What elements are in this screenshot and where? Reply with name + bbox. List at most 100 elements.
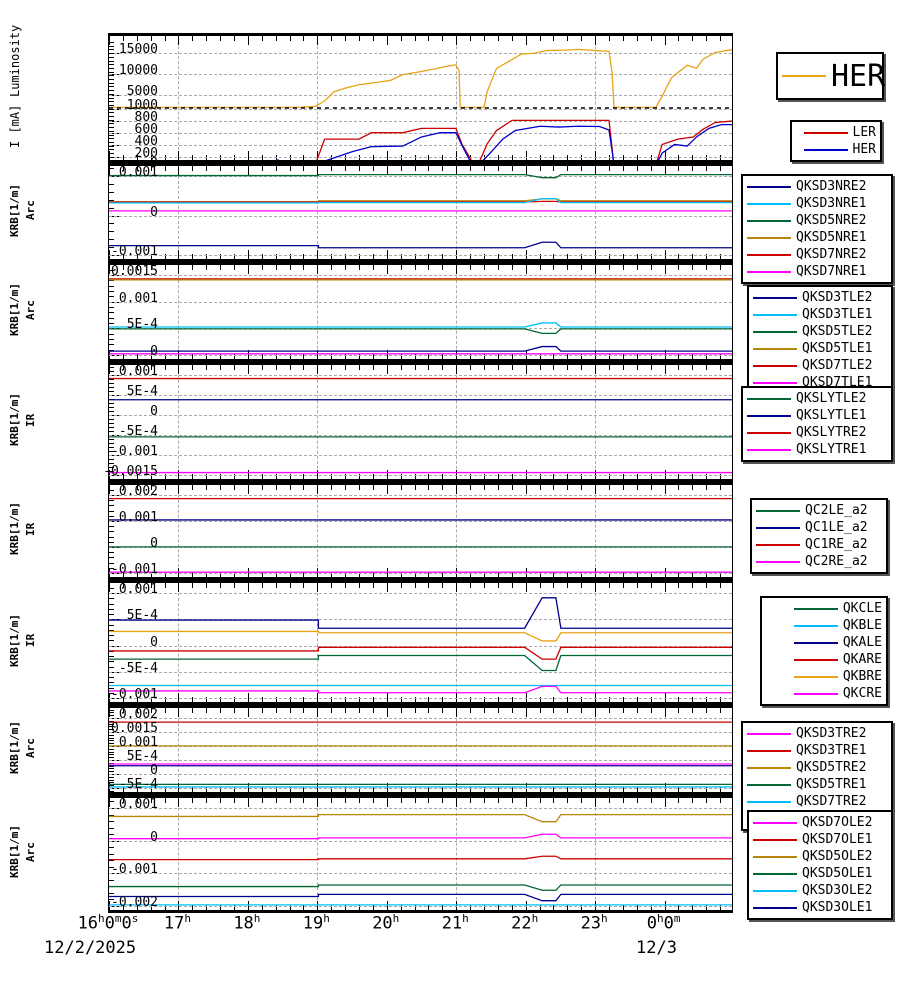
axis-tick [636, 583, 638, 588]
plot-panel-krb-ir-3[interactable] [108, 580, 733, 705]
plot-panel-krb-ir-2[interactable] [108, 482, 733, 580]
legend-entry[interactable]: LER [796, 124, 876, 141]
legend-ring-currents[interactable]: LER HER [790, 120, 882, 162]
axis-tick [303, 697, 305, 702]
axis-tick [109, 130, 114, 132]
data-trace [109, 893, 732, 902]
axis-tick [484, 474, 485, 479]
axis-tick [609, 583, 610, 588]
legend-entry[interactable]: HER [796, 141, 876, 158]
legend-label: QKSD5NRE2 [796, 213, 867, 228]
legend-entry[interactable]: QKSD5TRE2 [747, 759, 887, 776]
legend-entry[interactable]: QKSLYTLE1 [747, 407, 887, 424]
axis-tick [372, 905, 374, 910]
legend-entry[interactable]: QKSD7NRE1 [747, 263, 887, 280]
legend-entry[interactable]: QKSD5TLE2 [753, 323, 887, 340]
legend-qc-a2[interactable]: QC2LE_a2 QC1LE_a2 QC1RE_a2 QC2RE_a2 [750, 498, 888, 574]
legend-entry[interactable]: QC1RE_a2 [756, 536, 882, 553]
legend-entry[interactable]: QKSLYTRE1 [747, 441, 887, 458]
axis-tick [595, 151, 597, 160]
legend-qksly[interactable]: QKSLYTLE2 QKSLYTLE1 QKSLYTRE2 QKSLYTRE1 [741, 386, 893, 462]
trace-group-krb-ir-1 [109, 377, 732, 474]
legend-entry[interactable]: QKSD3TRE1 [747, 742, 887, 759]
axis-tick [664, 583, 666, 592]
axis-tick [275, 166, 277, 171]
axis-tick [650, 905, 652, 910]
legend-entry[interactable]: QKSD3OLE2 [753, 882, 887, 899]
legend-entry[interactable]: QKSD7OLE2 [753, 814, 887, 831]
legend-entry[interactable]: QKSD3NRE2 [747, 178, 887, 195]
legend-entry[interactable]: QKARE [766, 651, 882, 668]
axis-tick [372, 354, 374, 359]
y-axis-title-current: I [mA] [8, 104, 22, 148]
plot-panel-luminosity-current[interactable] [108, 33, 733, 163]
legend-entry[interactable]: QKSLYTRE2 [747, 424, 887, 441]
legend-entry[interactable]: QKSLYTLE2 [747, 390, 887, 407]
plot-panel-krb-arc-1[interactable] [108, 163, 733, 262]
axis-tick [609, 905, 610, 910]
legend-qksd-nre[interactable]: QKSD3NRE2 QKSD3NRE1 QKSD5NRE2 QKSD5NRE1 QKSD… [741, 174, 893, 284]
axis-tick [345, 708, 347, 713]
legend-line-swatch [753, 821, 797, 824]
legend-entry[interactable]: QKSD7OLE1 [753, 831, 887, 848]
axis-tick [109, 116, 114, 117]
legend-entry[interactable]: QKSD5NRE2 [747, 212, 887, 229]
axis-tick [497, 354, 499, 359]
legend-entry[interactable]: QKSD5TRE1 [747, 776, 887, 793]
y-tick-label: 0.0015 [111, 721, 158, 736]
legend-label: QKSD3TLE1 [802, 307, 873, 322]
axis-tick [109, 339, 114, 340]
legend-entry[interactable]: QC1LE_a2 [756, 519, 882, 536]
axis-tick [289, 36, 291, 41]
legend-entry[interactable]: QKSD7TLE2 [753, 357, 887, 374]
legend-qksd-ole[interactable]: QKSD7OLE2 QKSD7OLE1 QKSD5OLE2 QKSD5OLE1 QKSD… [747, 810, 893, 920]
legend-entry[interactable]: QKSD5TLE1 [753, 340, 887, 357]
legend-her-big[interactable]: HER [776, 52, 885, 100]
legend-entry[interactable]: QKSD5OLE2 [753, 848, 887, 865]
plot-panel-krb-arc-3[interactable] [108, 705, 733, 795]
axis-tick [178, 36, 180, 45]
legend-entry[interactable]: QKSD3OLE1 [753, 899, 887, 916]
legend-label: QKSD7NRE2 [796, 247, 867, 262]
axis-tick [428, 697, 430, 702]
axis-tick [122, 265, 124, 270]
axis-tick [289, 485, 291, 490]
legend-entry[interactable]: HER [782, 56, 885, 96]
legend-entry[interactable]: QKSD3TRE2 [747, 725, 887, 742]
trace-group-krb-arc-4 [109, 813, 732, 906]
axis-tick [692, 354, 694, 359]
legend-entry[interactable]: QKCRE [766, 685, 882, 702]
axis-tick [109, 629, 114, 631]
axis-tick [317, 708, 319, 717]
plot-panel-krb-arc-4[interactable] [108, 795, 733, 913]
axis-tick [386, 350, 388, 359]
axis-tick [109, 56, 114, 58]
legend-entry[interactable]: QKBLE [766, 617, 882, 634]
legend-qksd-tle[interactable]: QKSD3TLE2 QKSD3TLE1 QKSD5TLE2 QKSD5TLE1 QKSD… [747, 285, 893, 395]
legend-entry[interactable]: QKSD5OLE1 [753, 865, 887, 882]
legend-qk-abc[interactable]: QKCLE QKBLE QKALE QKARE QKBRE QKCRE [760, 596, 888, 706]
legend-entry[interactable]: QKALE [766, 634, 882, 651]
axis-tick [192, 583, 194, 588]
legend-entry[interactable]: QKBRE [766, 668, 882, 685]
legend-entry[interactable]: QKSD7NRE2 [747, 246, 887, 263]
legend-entry[interactable]: QKSD7TRE2 [747, 793, 887, 810]
legend-line-swatch [747, 270, 791, 273]
legend-entry[interactable]: QKSD5NRE1 [747, 229, 887, 246]
legend-label: QKCRE [842, 686, 882, 701]
legend-entry[interactable]: QKCLE [766, 600, 882, 617]
axis-tick [164, 166, 166, 171]
legend-entry[interactable]: QKSD3TLE2 [753, 289, 887, 306]
axis-tick [109, 71, 114, 73]
axis-tick [484, 708, 485, 713]
axis-tick [720, 798, 722, 803]
legend-entry[interactable]: QC2LE_a2 [756, 502, 882, 519]
plot-panel-krb-arc-2[interactable] [108, 262, 733, 362]
legend-entry[interactable]: QKSD3TLE1 [753, 306, 887, 323]
legend-entry[interactable]: QKSD3NRE1 [747, 195, 887, 212]
axis-tick [400, 787, 402, 792]
axis-tick [109, 467, 114, 468]
plot-panel-krb-ir-1[interactable] [108, 362, 733, 482]
legend-entry[interactable]: QC2RE_a2 [756, 553, 882, 570]
legend-label: QKSLYTRE2 [796, 425, 867, 440]
